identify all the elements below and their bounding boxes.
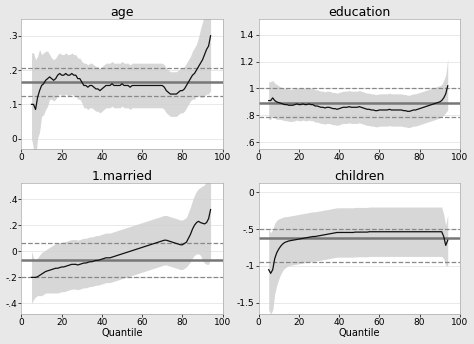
- Title: children: children: [334, 171, 384, 183]
- Title: 1.married: 1.married: [91, 171, 153, 183]
- X-axis label: Quantile: Quantile: [101, 329, 143, 338]
- Title: age: age: [110, 6, 134, 19]
- Title: education: education: [328, 6, 391, 19]
- X-axis label: Quantile: Quantile: [338, 329, 380, 338]
